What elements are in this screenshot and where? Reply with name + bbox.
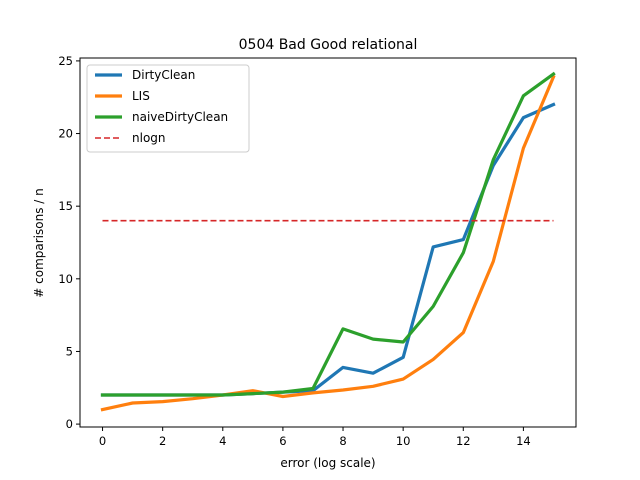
legend-label-4: nlogn xyxy=(132,131,166,145)
x-tick-label: 0 xyxy=(99,434,106,448)
plot-frame xyxy=(79,57,577,428)
legend-label-1: DirtyClean xyxy=(132,68,195,82)
y-tick-label: 15 xyxy=(58,199,73,213)
legend-box xyxy=(86,64,250,153)
y-tick-label: 0 xyxy=(66,417,73,431)
y-tick-label: 20 xyxy=(58,127,73,141)
x-tick-label: 12 xyxy=(456,434,471,448)
series-layer xyxy=(100,71,556,412)
x-tick-label: 4 xyxy=(219,434,226,448)
x-axis-label: error (log scale) xyxy=(280,456,375,470)
series-line-3 xyxy=(100,71,556,397)
y-tick-label: 5 xyxy=(66,344,73,358)
chart-title: 0504 Bad Good relational xyxy=(239,37,418,53)
y-tick-label: 25 xyxy=(58,54,73,68)
x-tick-label: 8 xyxy=(339,434,346,448)
x-tick-label: 2 xyxy=(159,434,166,448)
legend-label-2: LIS xyxy=(132,89,150,103)
y-tick-label: 10 xyxy=(58,272,73,286)
x-tick-label: 10 xyxy=(396,434,411,448)
y-axis-label: # comparisons / n xyxy=(32,188,46,297)
ticks-layer: 0 2 4 6 8 10 12 14 0 5 10 15 20 25 xyxy=(58,54,530,448)
series-line-2 xyxy=(100,74,556,412)
x-tick-label: 6 xyxy=(279,434,286,448)
x-tick-label: 14 xyxy=(516,434,531,448)
legend: DirtyClean LIS naiveDirtyClean nlogn xyxy=(86,64,250,153)
legend-label-3: naiveDirtyClean xyxy=(132,110,228,124)
